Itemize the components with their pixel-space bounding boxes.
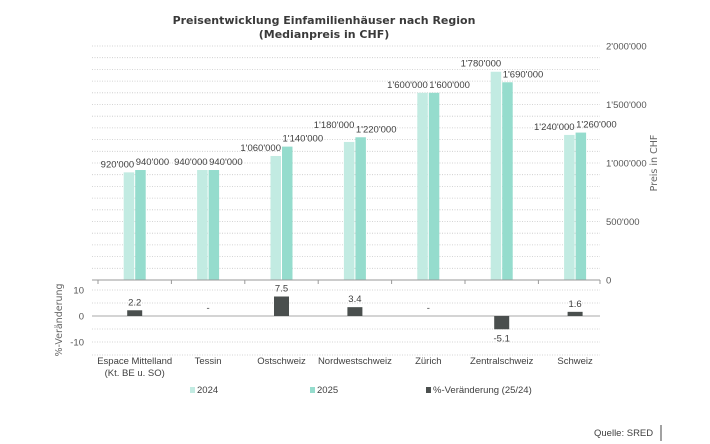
y-tick-label-left: 10 (73, 286, 84, 297)
chart-subtitle: (Medianpreis in CHF) (259, 28, 390, 41)
y-tick-label: 2'000'000 (606, 42, 647, 53)
source-note: Quelle: SRED (594, 428, 653, 439)
data-label: 1'140'000 (283, 134, 324, 145)
data-label: 940'000 (174, 157, 208, 168)
y-axis-title-right: Preis in CHF (649, 135, 660, 192)
bar-2024 (564, 134, 575, 280)
data-label-change: 1.6 (568, 299, 581, 310)
bar-change (127, 310, 143, 316)
bar-2025 (355, 137, 366, 280)
category-label: Zürich (415, 356, 441, 367)
data-label: 1'690'000 (503, 69, 544, 80)
legend-swatch (310, 387, 315, 393)
bar-2024 (417, 92, 428, 280)
bar-2024 (123, 172, 135, 280)
data-label-change: 7.5 (275, 284, 288, 295)
data-label: 1'600'000 (429, 80, 470, 91)
category-label: (Kt. BE u. SO) (105, 368, 165, 379)
data-label: 1'060'000 (240, 143, 281, 154)
data-label: 940'000 (136, 157, 170, 168)
data-label-change: -5.1 (494, 333, 510, 344)
bar-2024 (270, 155, 281, 280)
category-label: Schweiz (557, 356, 593, 367)
legend-swatch (190, 387, 195, 393)
bar-change (567, 311, 583, 316)
data-label-change: 3.4 (348, 294, 361, 305)
y-tick-label-left: 0 (79, 312, 84, 323)
bar-2024 (490, 71, 502, 281)
bar-2024 (197, 170, 208, 280)
y-tick-label: 0 (606, 276, 611, 287)
bar-2025 (575, 132, 587, 280)
category-label: Espace Mittelland (97, 356, 172, 367)
bar-2025 (208, 170, 220, 280)
bar-2025 (502, 82, 513, 281)
legend-label: 2024 (197, 385, 218, 396)
bar-change (347, 307, 363, 316)
legend-label: %-Veränderung (25/24) (433, 385, 532, 396)
data-label: 1'600'000 (387, 80, 428, 91)
bar-2025 (135, 170, 146, 280)
category-label: Nordwestschweiz (318, 356, 392, 367)
bar-change (494, 316, 510, 330)
legend-swatch (426, 387, 431, 393)
category-label: Ostschweiz (257, 356, 306, 367)
chart-title: Preisentwicklung Einfamilienhäuser nach … (173, 14, 476, 27)
data-label: 1'260'000 (576, 120, 617, 131)
y-axis-title-left: %-Veränderung (54, 283, 65, 356)
bar-change (274, 296, 289, 316)
legend-label: 2025 (317, 385, 338, 396)
data-label: 920'000 (101, 159, 135, 170)
bar-2024 (343, 141, 355, 280)
bar-2025 (428, 92, 440, 280)
bar-2025 (282, 146, 293, 280)
data-label: 1'180'000 (314, 120, 355, 131)
y-tick-label: 500'000 (606, 217, 640, 228)
data-label-change: - (427, 303, 430, 314)
y-tick-label-left: -10 (70, 338, 84, 349)
category-label: Tessin (195, 356, 222, 367)
data-label-change: - (207, 303, 210, 314)
data-label-change: 2.2 (128, 297, 141, 308)
y-tick-label: 1'500'000 (606, 100, 647, 111)
data-label: 1'240'000 (534, 122, 575, 133)
y-tick-label: 1'000'000 (606, 159, 647, 170)
data-label: 940'000 (209, 157, 243, 168)
data-label: 1'220'000 (356, 124, 397, 135)
category-label: Zentralschweiz (470, 356, 534, 367)
data-label: 1'780'000 (461, 59, 502, 70)
